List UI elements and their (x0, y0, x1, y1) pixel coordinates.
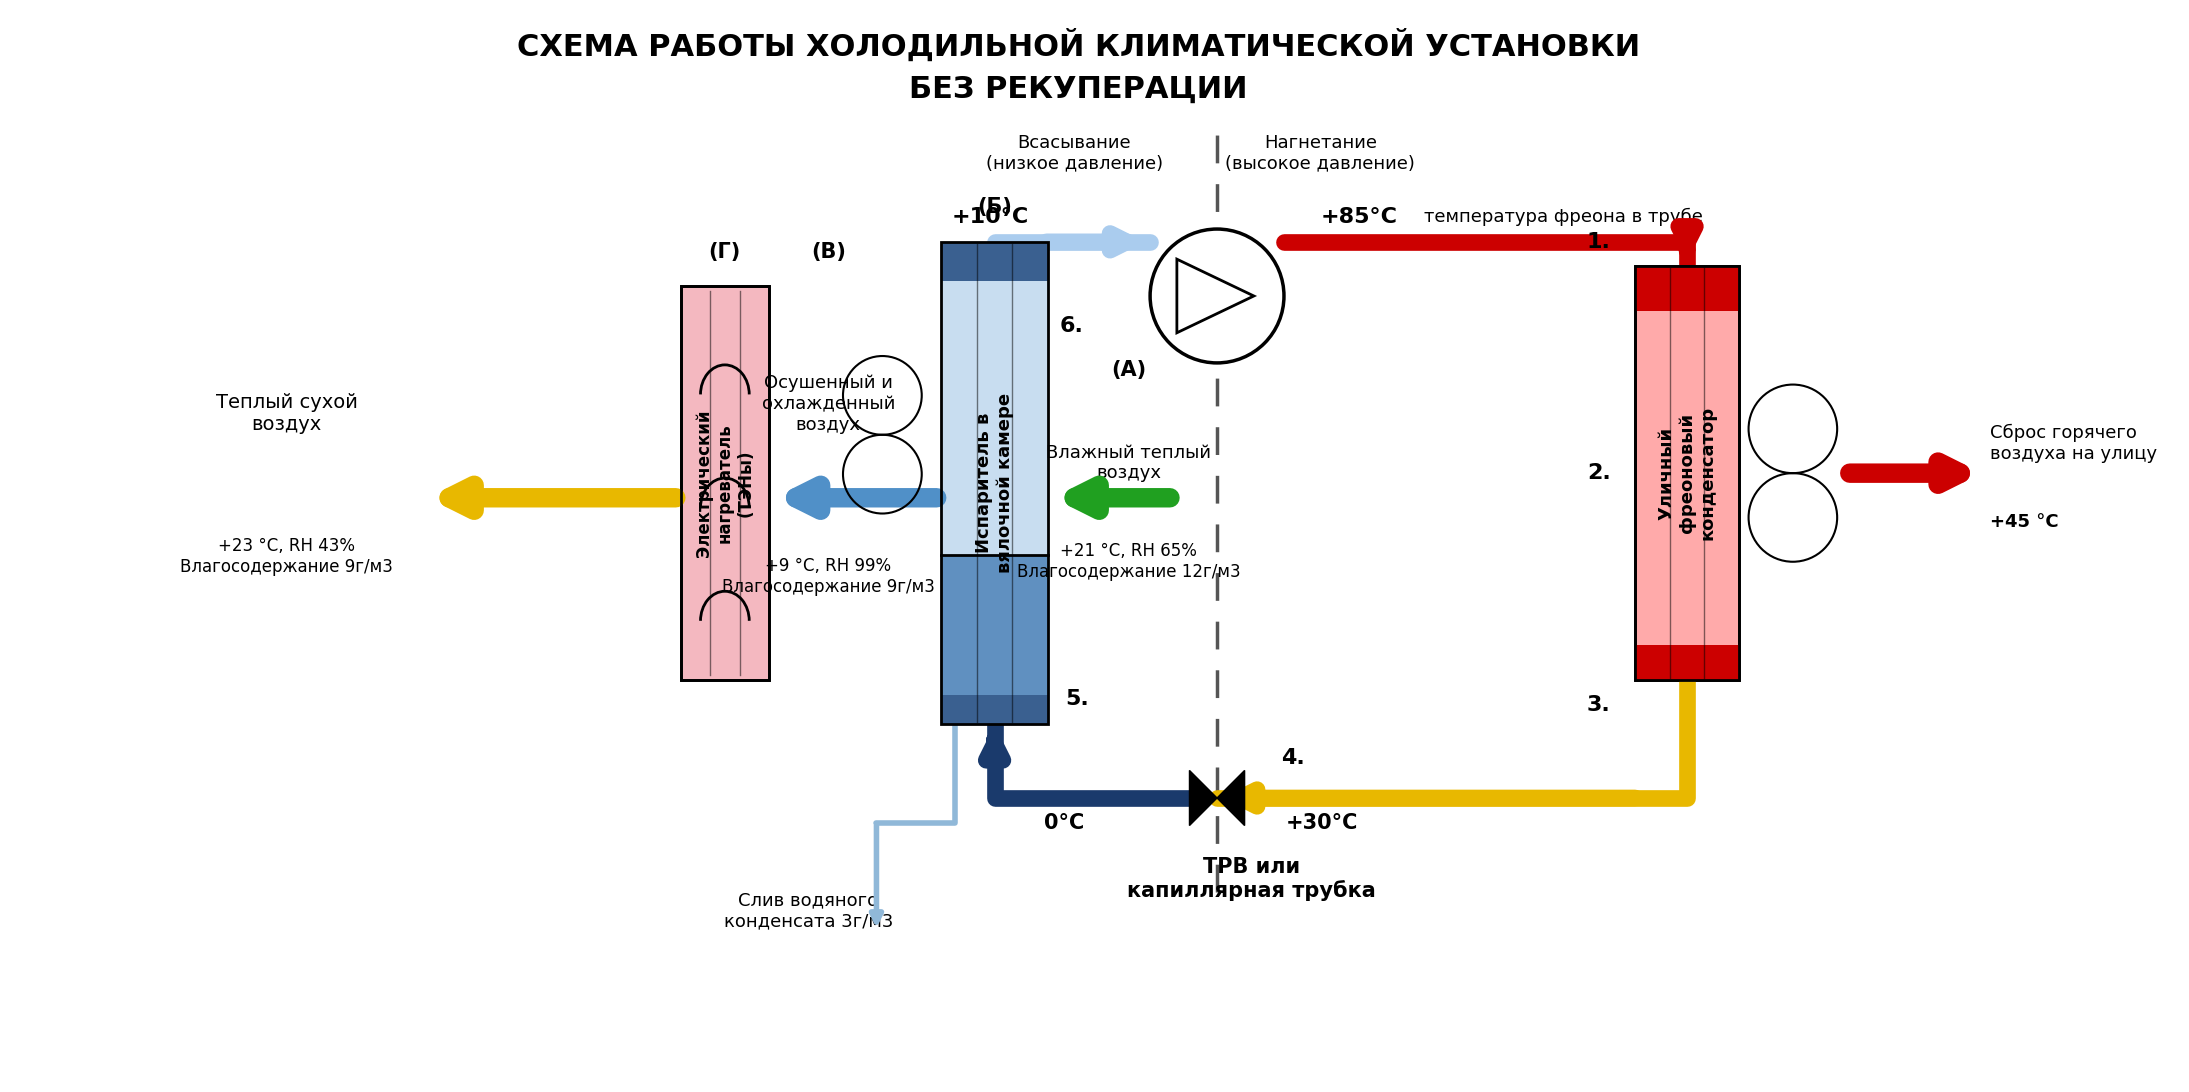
Bar (941, 241, 1049, 724)
Polygon shape (1189, 771, 1217, 826)
Text: (Б): (Б) (976, 198, 1011, 217)
Bar (1635, 266, 1738, 680)
Text: 6.: 6. (1059, 316, 1084, 335)
Bar (681, 286, 768, 680)
Bar (941, 695, 1049, 724)
Text: 1.: 1. (1587, 232, 1611, 251)
Text: Испаритель в
вялочной камере: Испаритель в вялочной камере (974, 393, 1014, 573)
Bar (941, 556, 1049, 724)
Text: 2.: 2. (1587, 463, 1611, 483)
Text: 5.: 5. (1066, 689, 1090, 710)
Text: температура фреона в трубе: температура фреона в трубе (1423, 209, 1703, 226)
Bar (1635, 266, 1738, 680)
Text: (В): (В) (810, 241, 845, 261)
Text: Осушенный и
охлажденный
воздух: Осушенный и охлажденный воздух (762, 375, 895, 434)
Text: БЕЗ РЕКУПЕРАЦИИ: БЕЗ РЕКУПЕРАЦИИ (908, 74, 1248, 104)
Text: (Г): (Г) (709, 241, 742, 261)
Text: Уличный
фреоновый
конденсатор: Уличный фреоновый конденсатор (1657, 406, 1716, 541)
Text: 0°С: 0°С (1044, 812, 1084, 833)
Text: +45 °С: +45 °С (1990, 513, 2058, 532)
Text: 3.: 3. (1587, 695, 1611, 714)
Text: Электрический
нагреватель
(ТЭНы): Электрический нагреватель (ТЭНы) (696, 410, 755, 557)
Bar (941, 241, 1049, 556)
Bar (941, 241, 1049, 282)
Text: (А): (А) (1110, 359, 1147, 380)
Text: +85°С: +85°С (1320, 207, 1397, 227)
Bar (1635, 266, 1738, 311)
Text: Всасывание
(низкое давление): Всасывание (низкое давление) (985, 133, 1162, 173)
Text: +23 °С, RH 43%
Влагосодержание 9г/м3: +23 °С, RH 43% Влагосодержание 9г/м3 (179, 537, 394, 575)
Text: Сброс горячего
воздуха на улицу: Сброс горячего воздуха на улицу (1990, 424, 2156, 463)
Text: Влажный теплый
воздух: Влажный теплый воздух (1046, 443, 1211, 483)
Circle shape (1149, 229, 1285, 363)
Text: ТРВ или
капиллярная трубка: ТРВ или капиллярная трубка (1127, 857, 1377, 901)
Text: +21 °С, RH 65%
Влагосодержание 12г/м3: +21 °С, RH 65% Влагосодержание 12г/м3 (1016, 542, 1241, 581)
Text: СХЕМА РАБОТЫ ХОЛОДИЛЬНОЙ КЛИМАТИЧЕСКОЙ УСТАНОВКИ: СХЕМА РАБОТЫ ХОЛОДИЛЬНОЙ КЛИМАТИЧЕСКОЙ У… (517, 28, 1640, 61)
Polygon shape (1217, 771, 1246, 826)
Text: Слив водяного
конденсата 3г/м3: Слив водяного конденсата 3г/м3 (725, 891, 893, 930)
Text: Нагнетание
(высокое давление): Нагнетание (высокое давление) (1226, 133, 1416, 173)
Polygon shape (1178, 259, 1254, 333)
Text: +10°С: +10°С (952, 207, 1029, 227)
Bar (681, 286, 768, 680)
Text: +30°С: +30°С (1285, 812, 1359, 833)
Text: +9 °С, RH 99%
Влагосодержание 9г/м3: +9 °С, RH 99% Влагосодержание 9г/м3 (722, 557, 935, 595)
Bar (1635, 645, 1738, 680)
Text: 4.: 4. (1281, 748, 1305, 769)
Text: Теплый сухой
воздух: Теплый сухой воздух (217, 393, 357, 434)
